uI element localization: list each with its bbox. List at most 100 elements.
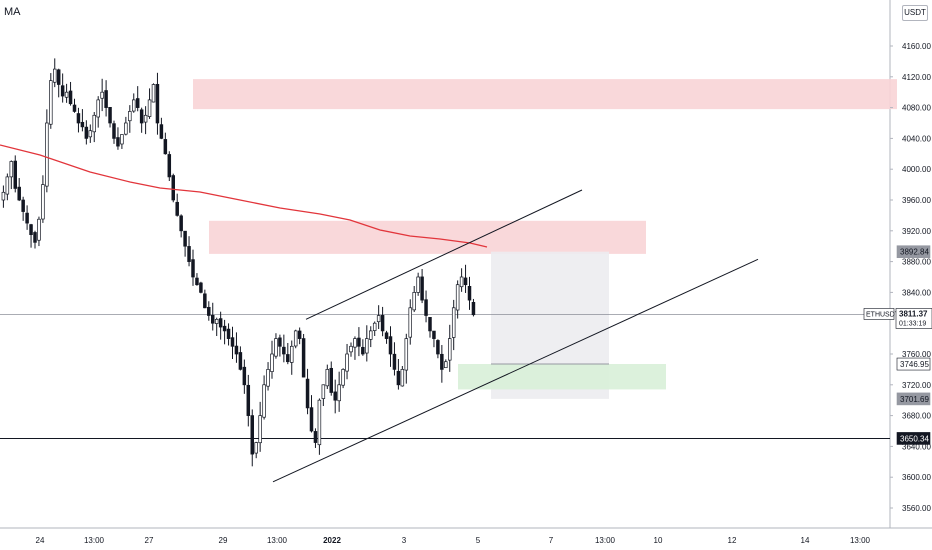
candle-body [357,337,361,347]
candle-body [1,191,6,201]
currency-button[interactable]: USDT [902,5,928,21]
candle-body [135,98,140,108]
x-tick-label: 24 [36,536,45,545]
candle-body [25,212,29,224]
candle-body [211,314,215,324]
candle-body [80,121,85,128]
candle-body [448,338,452,361]
candle-body [333,391,337,401]
candles [1,58,476,467]
candle-body [313,431,318,443]
candle-body [29,224,33,235]
x-tick-label: 27 [145,536,154,545]
candle-body [278,337,282,347]
candle-body [147,99,152,117]
candle-body [467,285,472,301]
price-label-box [896,432,931,445]
upper-trendline [305,189,583,320]
candle-body [76,113,81,124]
candle-body [191,259,195,278]
x-tick-label: 13:00 [850,536,871,545]
candle-body [72,104,77,112]
candle-body [179,215,183,232]
zone-demand [458,364,666,390]
price-label: 3650.34 [900,434,929,443]
y-tick-label: 4120.00 [902,73,931,82]
candle-body [416,276,420,293]
candle-body [349,345,353,353]
candle-body [9,161,14,178]
y-tick-label: 4160.00 [902,42,931,51]
symbol-label: ETHUSDT [866,311,900,318]
candle-body [444,361,448,369]
price-label-box [896,357,931,371]
candle-body [317,399,322,446]
candle-body [459,276,464,288]
candle-body [104,90,108,108]
candle-body [68,90,73,105]
candle-body [52,68,57,83]
candle-body [175,201,179,216]
candle-body [120,134,124,145]
candle-body [282,346,286,355]
y-tick-label: 4000.00 [902,165,931,174]
candle-body [167,154,172,178]
candle-body [226,328,231,339]
candle-body [388,336,393,355]
candle-body [341,369,345,386]
candle-body [108,106,112,124]
x-tick-label: 13:00 [267,536,288,545]
candle-body [290,345,294,363]
x-tick-label: 7 [549,536,554,545]
candle-body [246,384,251,416]
y-tick-label: 3600.00 [902,473,931,482]
x-tick-label: 10 [654,536,663,545]
candle-body [293,330,298,347]
candle-body [155,83,160,124]
candle-body [309,407,314,432]
candle-body [424,299,428,316]
y-tick-label: 3920.00 [902,227,931,236]
ma-indicator-label[interactable]: MA [4,6,21,18]
candle-body [321,384,326,399]
candle-body [143,114,148,123]
candle-body [37,218,41,241]
candle-body [384,332,389,339]
symbol-label-box [863,308,895,320]
candle-body [412,292,416,311]
candle-body [325,369,330,387]
candle-body [128,111,132,122]
candle-body [100,91,104,99]
candle-body [222,325,227,332]
x-tick-label: 5 [476,536,481,545]
x-tick-label: 2022 [323,536,341,545]
candle-body [45,122,49,187]
moving-average-line [0,144,488,248]
candle-body [408,307,413,338]
candle-body [195,277,199,286]
candle-body [56,69,61,85]
candle-body [163,139,168,155]
candle-body [187,246,191,262]
y-tick-label: 3720.00 [902,381,931,390]
candle-body [301,338,306,378]
candle-body [432,330,436,339]
candle-body [258,415,262,444]
current-price-box [895,308,932,329]
candle-body [13,160,18,189]
y-tick-label: 4080.00 [902,104,931,113]
y-tick-label: 3640.00 [902,442,931,451]
candle-body [266,369,270,387]
candle-body [124,122,128,135]
x-tick-label: 29 [219,536,228,545]
x-tick-label: 3 [402,536,407,545]
candle-body [305,378,310,409]
candle-body [270,353,274,372]
candle-body [329,367,334,393]
candle-body [297,330,302,339]
price-label: 3701.69 [900,395,929,404]
candle-body [199,282,203,293]
candle-body [404,338,409,371]
candle-body [396,370,401,386]
